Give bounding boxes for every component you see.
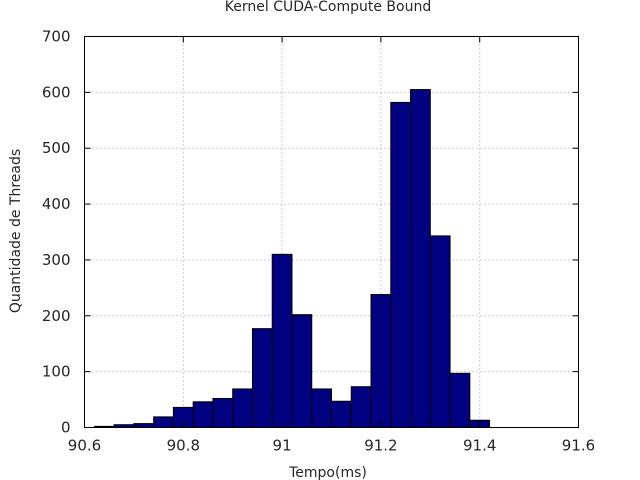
x-tick-label: 91 bbox=[273, 437, 292, 455]
histogram-bar bbox=[390, 101, 412, 428]
y-tick-label: 200 bbox=[42, 307, 71, 325]
histogram-bar bbox=[331, 400, 352, 428]
x-tick-label: 91.6 bbox=[562, 437, 595, 455]
histogram-bar bbox=[153, 416, 174, 429]
y-tick-labels: 0 100 200 300 400 500 600 700 bbox=[42, 28, 71, 437]
histogram-bar bbox=[449, 372, 471, 428]
y-axis-label: Quantidade de Threads bbox=[8, 149, 24, 313]
x-tick-label: 90.8 bbox=[167, 437, 200, 455]
x-tick-label: 91.2 bbox=[364, 437, 397, 455]
y-tick-label: 300 bbox=[42, 251, 71, 269]
histogram-bar bbox=[291, 314, 313, 429]
y-tick-label: 500 bbox=[42, 139, 71, 157]
axis-ticks bbox=[84, 36, 579, 428]
histogram-bar bbox=[350, 386, 372, 428]
y-tick-label: 700 bbox=[42, 28, 71, 46]
x-tick-label: 90.6 bbox=[68, 437, 101, 455]
y-tick-label: 600 bbox=[42, 83, 71, 101]
histogram-bar bbox=[212, 397, 234, 428]
histogram-bar bbox=[133, 423, 155, 428]
bars bbox=[93, 89, 491, 429]
histogram-bar bbox=[271, 253, 293, 428]
chart-title: Kernel CUDA-Compute Bound bbox=[225, 0, 431, 15]
y-tick-label: 0 bbox=[61, 419, 71, 437]
x-axis-label: Tempo(ms) bbox=[288, 465, 367, 480]
y-tick-label: 100 bbox=[42, 363, 71, 381]
histogram-bar bbox=[429, 235, 451, 428]
histogram-bar bbox=[232, 388, 253, 428]
grid-lines bbox=[84, 36, 579, 428]
x-tick-labels: 90.6 90.8 91 91.2 91.4 91.6 bbox=[68, 437, 595, 455]
x-tick-label: 91.4 bbox=[463, 437, 496, 455]
histogram-bar bbox=[370, 294, 392, 428]
histogram-bar bbox=[251, 328, 273, 428]
histogram-bar bbox=[192, 401, 214, 429]
plot-frame bbox=[84, 36, 579, 428]
histogram-bar bbox=[410, 89, 431, 428]
histogram-bar bbox=[311, 388, 332, 428]
y-tick-label: 400 bbox=[42, 195, 71, 213]
